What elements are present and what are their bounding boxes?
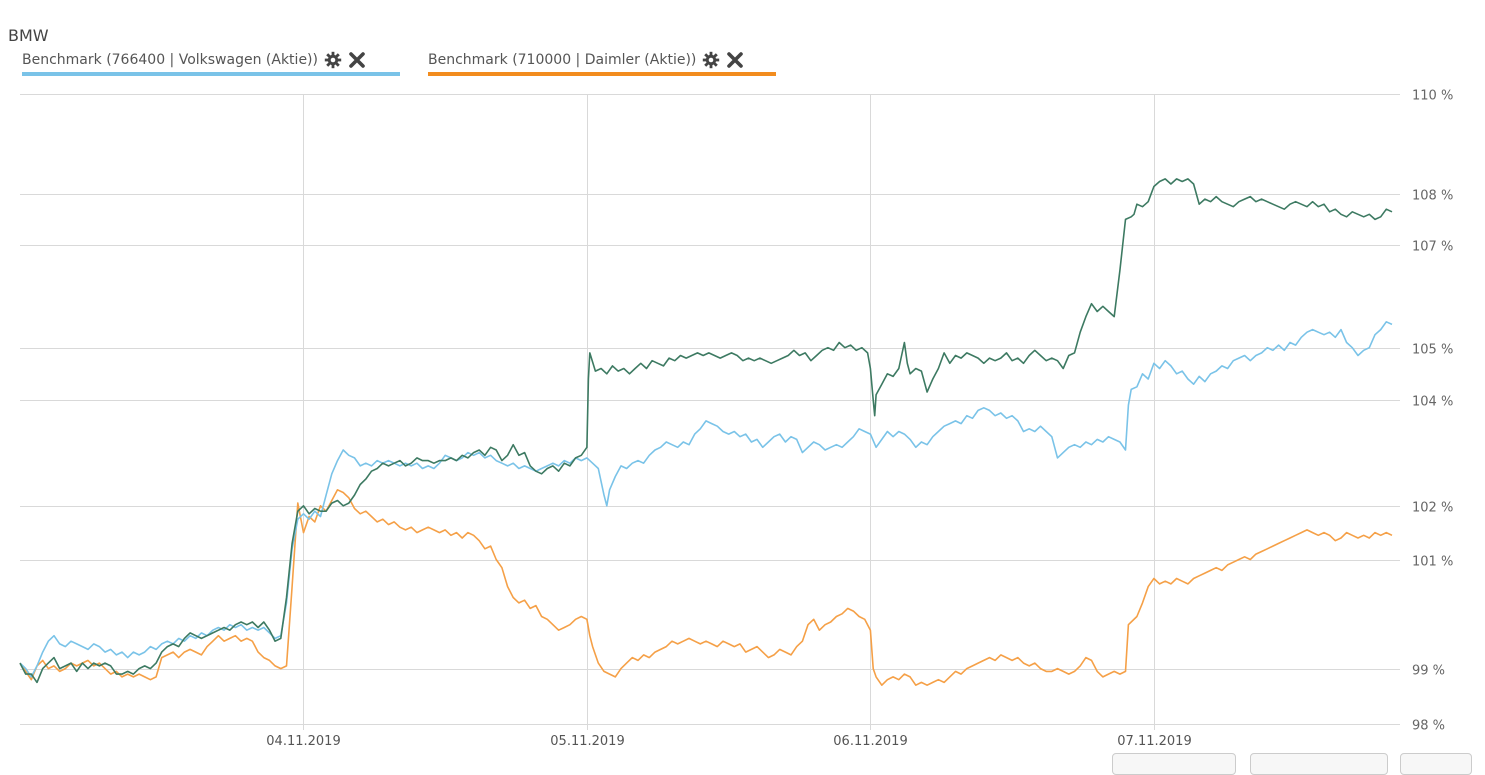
y-tick-label: 104 % [1412,395,1453,410]
chart-title: BMW [8,26,49,45]
x-tick-label: 04.11.2019 [266,734,340,749]
x-tick-label: 06.11.2019 [833,734,907,749]
series-layer [19,178,1393,686]
y-tick-label: 98 % [1412,719,1445,734]
y-tick-label: 102 % [1412,501,1453,516]
line-chart: 98 % 99 % 101 % 102 % 104 % 105 % 107 % 108 % 11… [19,89,1453,750]
y-tick-label: 101 % [1412,555,1453,570]
x-tick-label: 07.11.2019 [1117,734,1191,749]
close-icon[interactable] [348,51,366,69]
axis-labels: 98 % 99 % 101 % 102 % 104 % 105 % 107 % 108 % 11… [266,89,1453,750]
options-button[interactable] [1400,753,1472,775]
close-icon[interactable] [726,51,744,69]
y-tick-label: 107 % [1412,240,1453,255]
gear-icon[interactable] [702,51,720,69]
series-line-bmw [19,178,1393,684]
y-tick-label: 110 % [1412,89,1453,104]
y-tick-label: 105 % [1412,343,1453,358]
y-tick-label: 108 % [1412,189,1453,204]
x-tick-label: 05.11.2019 [550,734,624,749]
legend-label-volkswagen: Benchmark (766400 | Volkswagen (Aktie)) [22,52,318,68]
gear-icon[interactable] [324,51,342,69]
range-button[interactable] [1250,753,1388,775]
series-line-daimler [19,489,1393,686]
legend-item-volkswagen[interactable]: Benchmark (766400 | Volkswagen (Aktie)) [22,50,400,76]
legend-item-daimler[interactable]: Benchmark (710000 | Daimler (Aktie)) [428,50,776,76]
y-tick-label: 99 % [1412,664,1445,679]
zoom-button[interactable] [1112,753,1236,775]
legend-label-daimler: Benchmark (710000 | Daimler (Aktie)) [428,52,697,68]
grid [20,94,1400,730]
series-line-volkswagen [19,321,1393,678]
